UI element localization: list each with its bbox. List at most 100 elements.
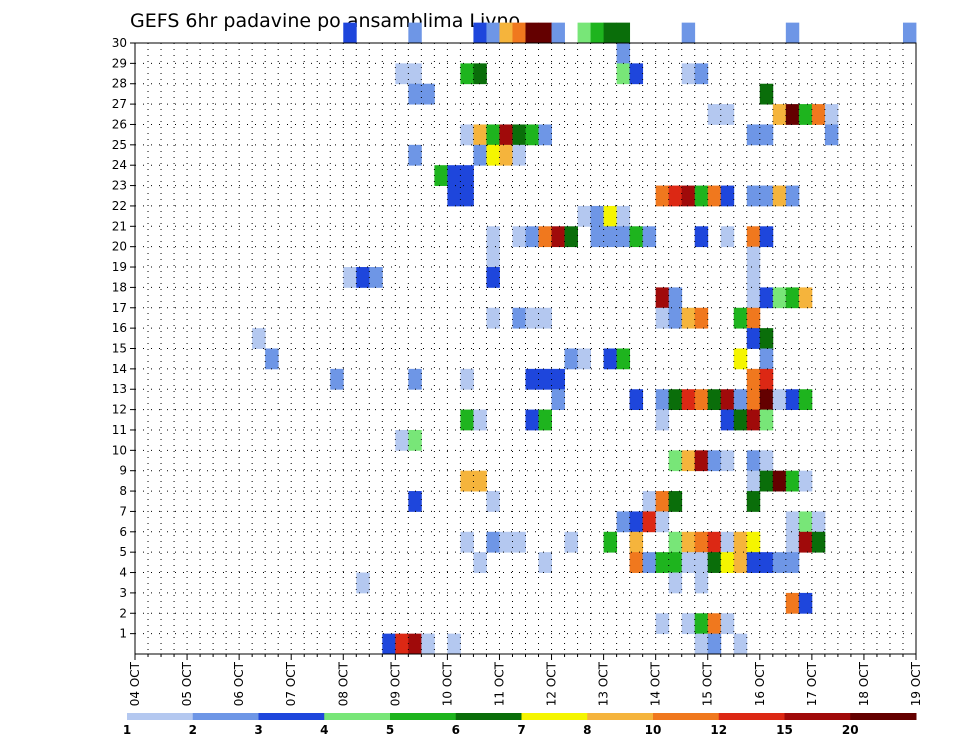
heat-cell: [694, 572, 709, 594]
heat-cell: [538, 226, 552, 248]
heat-cell: [772, 185, 787, 207]
heat-cell: [655, 307, 670, 329]
heat-cell: [785, 185, 800, 207]
heat-cell: [460, 165, 474, 186]
heat-cell: [564, 531, 578, 553]
heat-cell: [668, 450, 683, 472]
heat-cell: [538, 22, 552, 44]
heat-cell: [746, 124, 761, 146]
heat-cell: [395, 429, 409, 451]
heat-cell: [681, 613, 696, 635]
y-tick-label: 1: [119, 627, 127, 641]
heat-cell: [499, 124, 513, 146]
y-tick-label: 7: [119, 504, 127, 518]
legend-swatch: [258, 713, 325, 720]
heat-cell: [577, 205, 591, 227]
x-tick-label: 17 OCT: [805, 661, 819, 706]
heat-cell: [655, 613, 670, 635]
heat-cell: [785, 389, 800, 410]
legend-label: 2: [189, 723, 197, 737]
heat-cell: [408, 429, 422, 451]
heat-cell: [759, 389, 774, 410]
heat-cell: [603, 348, 618, 370]
heat-cell: [694, 450, 709, 472]
heat-cell: [629, 63, 644, 85]
heat-cell: [486, 531, 500, 553]
y-tick-label: 26: [112, 117, 127, 131]
heat-cell: [512, 124, 526, 146]
heat-cell: [746, 307, 761, 329]
heat-cell: [590, 226, 604, 248]
heat-cell: [681, 531, 696, 553]
heat-cell: [759, 287, 774, 309]
heat-cell: [681, 22, 696, 44]
heat-cell: [707, 450, 722, 472]
heat-cell: [759, 124, 774, 146]
heat-cell: [681, 63, 696, 85]
heat-cell: [681, 307, 696, 329]
y-tick-label: 18: [112, 280, 127, 294]
heat-cell: [746, 470, 761, 492]
x-tick-label: 15 OCT: [701, 661, 715, 706]
legend-label: 1: [123, 723, 131, 737]
heat-cell: [395, 633, 409, 655]
y-tick-label: 9: [119, 464, 127, 478]
heat-cell: [785, 470, 800, 492]
y-tick-label: 6: [119, 525, 127, 539]
heat-cell: [759, 83, 774, 105]
legend-swatch: [587, 713, 654, 720]
heat-cell: [538, 409, 552, 431]
heat-cell: [720, 185, 735, 207]
x-tick-label: 08 OCT: [336, 661, 350, 706]
heat-cell: [694, 531, 709, 553]
heat-cell: [655, 185, 670, 207]
heat-cell: [616, 226, 631, 248]
y-tick-label: 23: [112, 179, 127, 193]
x-tick-label: 09 OCT: [388, 661, 402, 706]
legend-swatch: [784, 713, 851, 720]
heat-cell: [824, 124, 839, 146]
heat-cell: [473, 144, 487, 166]
heat-cell: [265, 348, 279, 370]
heat-cell: [746, 389, 761, 410]
heat-cell: [642, 491, 657, 512]
heat-cell: [720, 104, 735, 125]
heat-cell: [473, 22, 487, 44]
heat-cell: [473, 63, 487, 85]
heat-cell: [798, 287, 813, 309]
heat-cell: [759, 450, 774, 472]
heat-cell: [707, 552, 722, 573]
heat-cell: [720, 531, 735, 553]
heat-cell: [720, 409, 735, 431]
heat-cell: [694, 226, 709, 248]
heat-cell: [655, 511, 670, 533]
heat-cell: [395, 63, 409, 85]
heat-cell: [707, 531, 722, 553]
heat-cell: [746, 368, 761, 390]
heat-cell: [252, 328, 266, 349]
x-tick-label: 13 OCT: [597, 661, 611, 706]
heat-cell: [733, 633, 748, 655]
heat-cell: [473, 124, 487, 146]
heat-cell: [486, 124, 500, 146]
heat-cell: [772, 287, 787, 309]
x-tick-label: 06 OCT: [232, 661, 246, 706]
y-tick-label: 22: [112, 199, 127, 213]
heat-cell: [512, 531, 526, 553]
heat-cell: [603, 531, 618, 553]
heat-cell: [499, 531, 513, 553]
heat-cell: [356, 572, 370, 594]
heat-cell: [785, 511, 800, 533]
heat-cell: [759, 368, 774, 390]
x-tick-label: 18 OCT: [857, 661, 871, 706]
heat-cell: [759, 470, 774, 492]
heat-cell: [759, 226, 774, 248]
heat-cell: [616, 43, 631, 64]
heat-cell: [486, 144, 500, 166]
heat-cell: [798, 470, 813, 492]
y-tick-label: 30: [112, 36, 127, 50]
heat-cell: [733, 348, 748, 370]
heat-cell: [759, 552, 774, 573]
heat-cell: [720, 450, 735, 472]
heat-cell: [694, 63, 709, 85]
